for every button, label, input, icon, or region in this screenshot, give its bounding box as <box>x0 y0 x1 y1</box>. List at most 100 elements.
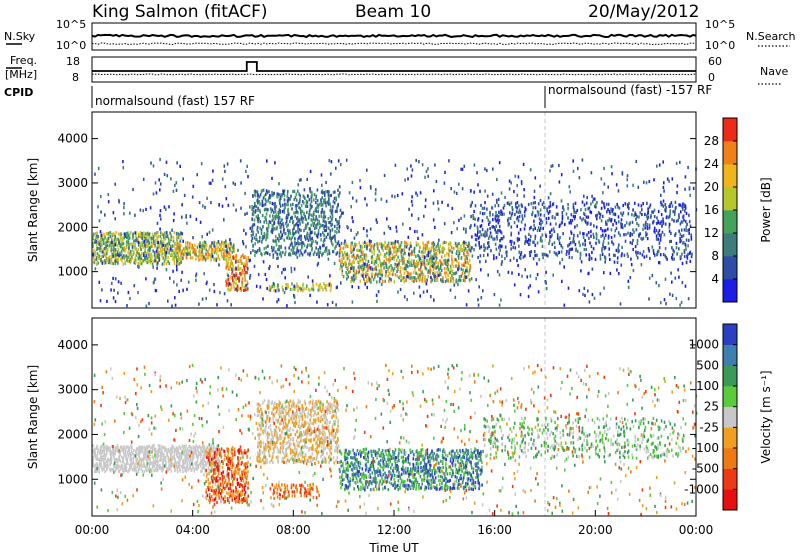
data-cell <box>311 219 313 223</box>
data-cell <box>444 258 446 262</box>
data-cell <box>277 221 279 225</box>
data-cell <box>120 281 122 285</box>
data-cell <box>154 460 156 464</box>
data-cell <box>290 270 293 274</box>
data-cell <box>295 251 298 255</box>
data-cell <box>460 216 462 220</box>
data-cell <box>641 208 643 212</box>
data-cell <box>444 271 446 275</box>
data-cell <box>200 458 202 462</box>
data-cell <box>137 264 139 269</box>
data-cell <box>408 257 410 261</box>
data-cell <box>189 244 191 248</box>
data-cell <box>119 453 121 457</box>
data-cell <box>582 235 585 240</box>
data-cell <box>436 265 438 269</box>
data-cell <box>247 256 249 260</box>
data-cell <box>679 303 681 307</box>
data-cell <box>647 247 650 251</box>
data-cell <box>424 279 426 283</box>
data-cell <box>166 231 168 235</box>
data-cell <box>484 234 486 238</box>
data-cell <box>576 234 579 238</box>
data-cell <box>98 242 101 246</box>
data-cell <box>228 282 230 286</box>
data-cell <box>243 488 246 492</box>
data-cell <box>100 453 102 457</box>
data-cell <box>390 264 392 268</box>
data-cell <box>308 198 311 202</box>
data-cell <box>172 218 175 223</box>
data-cell <box>277 237 279 241</box>
data-cell <box>383 243 385 248</box>
data-cell <box>429 268 432 272</box>
data-cell <box>675 296 678 301</box>
data-cell <box>192 456 195 460</box>
data-cell <box>114 277 117 281</box>
data-cell <box>479 189 481 193</box>
data-cell <box>328 283 331 287</box>
data-cell <box>392 268 395 272</box>
data-cell <box>656 164 658 168</box>
data-cell <box>545 221 548 225</box>
data-cell <box>195 272 198 276</box>
data-cell <box>126 457 128 461</box>
data-cell <box>119 237 122 241</box>
data-cell <box>149 246 151 250</box>
data-cell <box>291 235 294 239</box>
data-cell <box>94 239 97 243</box>
data-cell <box>153 253 156 257</box>
colorbar-tick-label: 4 <box>711 272 719 286</box>
data-cell <box>445 271 448 275</box>
data-cell <box>208 492 211 497</box>
data-cell <box>293 284 296 288</box>
data-cell <box>166 467 168 471</box>
data-cell <box>268 266 270 271</box>
data-cell <box>391 194 393 198</box>
data-cell <box>188 460 191 464</box>
data-cell <box>122 241 125 245</box>
data-cell <box>195 253 197 257</box>
data-cell <box>202 456 204 460</box>
data-cell <box>329 274 331 278</box>
data-cell <box>199 220 202 224</box>
data-cell <box>662 221 665 225</box>
data-cell <box>476 233 478 238</box>
data-cell <box>97 205 99 209</box>
data-cell <box>474 237 477 242</box>
data-cell <box>366 273 369 277</box>
data-cell <box>380 264 382 268</box>
data-cell <box>227 245 230 249</box>
data-cell <box>225 239 227 243</box>
data-cell <box>228 251 230 255</box>
data-cell <box>518 272 520 277</box>
data-cell <box>320 211 323 215</box>
data-cell <box>568 255 571 259</box>
data-cell <box>100 250 103 254</box>
data-cell <box>322 219 325 223</box>
data-cell <box>442 241 445 245</box>
data-cell <box>408 260 410 264</box>
data-cell <box>253 189 256 193</box>
data-cell <box>189 256 192 260</box>
data-cell <box>400 241 403 245</box>
data-cell <box>401 276 403 280</box>
data-cell <box>161 254 163 258</box>
data-cell <box>422 290 425 294</box>
data-cell <box>234 467 237 471</box>
data-cell <box>352 258 355 262</box>
data-cell <box>240 451 243 455</box>
data-cell <box>273 210 275 214</box>
data-cell <box>573 233 575 237</box>
data-cell <box>686 256 689 260</box>
data-cell <box>381 269 383 273</box>
data-cell <box>520 253 522 257</box>
data-cell <box>320 214 323 218</box>
data-cell <box>580 208 582 212</box>
data-cell <box>137 291 139 295</box>
data-cell <box>397 240 399 244</box>
data-cell <box>279 221 282 225</box>
data-cell <box>122 470 125 474</box>
data-cell <box>178 459 180 463</box>
data-cell <box>336 206 338 210</box>
